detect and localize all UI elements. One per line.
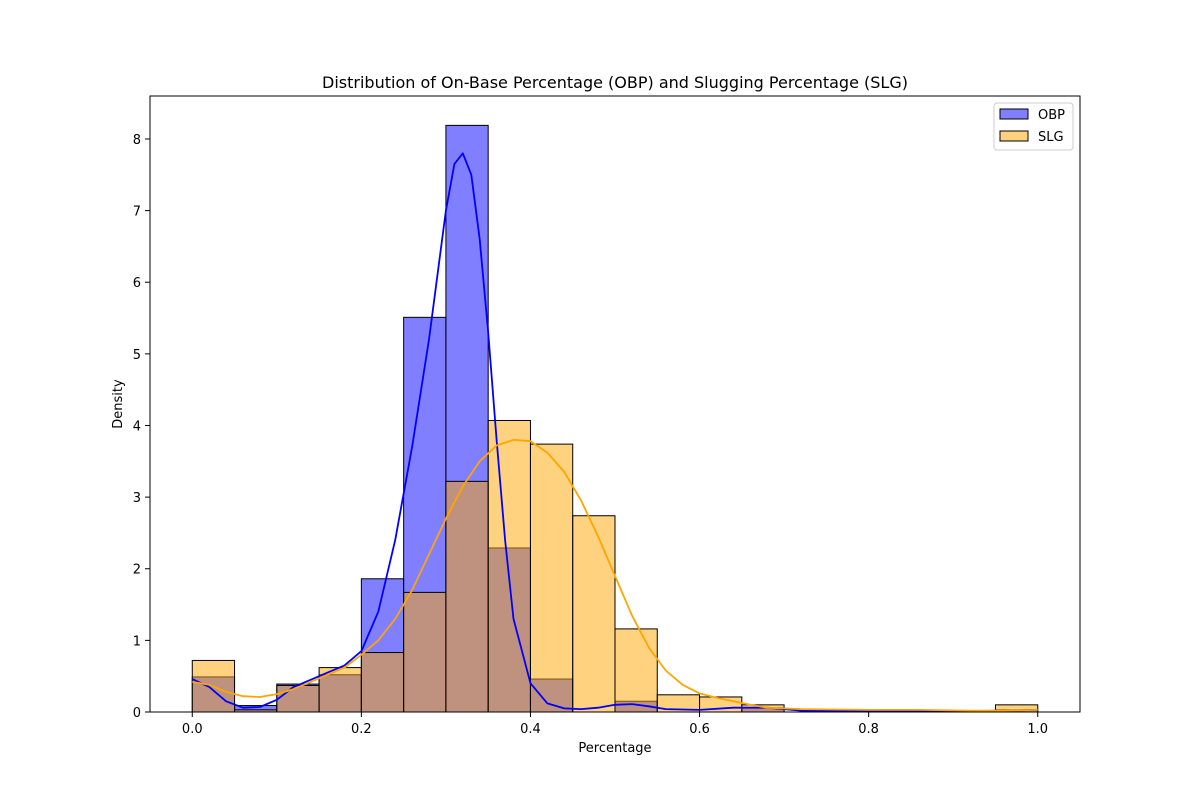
x-tick-label: 0.0 — [182, 722, 203, 737]
plot-frame — [149, 95, 1081, 713]
y-tick-label: 0 — [133, 706, 141, 721]
y-axis-label: Density — [111, 379, 126, 429]
y-tick-label: 4 — [133, 419, 141, 434]
slg-bars — [191, 419, 1039, 713]
legend-label-slg: SLG — [1038, 130, 1064, 145]
slg-bar — [487, 419, 531, 713]
x-tick-label: 1.0 — [1027, 722, 1048, 737]
chart-title: Distribution of On-Base Percentage (OBP)… — [322, 73, 908, 92]
y-tick-label: 8 — [133, 133, 141, 148]
slg-bar — [529, 443, 574, 713]
slg-bar — [360, 652, 405, 713]
x-tick-label: 0.8 — [858, 722, 879, 737]
slg-kde-line — [192, 438, 1038, 712]
legend-swatch-obp — [999, 108, 1029, 120]
slg-bar — [572, 515, 616, 713]
obp-kde-line — [191, 152, 1038, 713]
y-tick-label: 5 — [133, 348, 141, 363]
x-axis-ticks: 0.0 0.2 0.4 0.6 0.8 1.0 — [182, 712, 1048, 737]
y-tick-label: 6 — [133, 276, 141, 291]
x-tick-label: 0.2 — [351, 722, 372, 737]
legend-swatch-slg — [999, 130, 1029, 142]
y-tick-label: 3 — [133, 491, 141, 506]
legend-label-obp: OBP — [1038, 108, 1065, 123]
slg-bar — [403, 591, 447, 713]
slg-bar — [445, 480, 489, 713]
x-tick-label: 0.6 — [689, 722, 710, 737]
y-tick-label: 7 — [133, 205, 141, 220]
slg-bar — [614, 628, 658, 713]
legend: OBP SLG — [993, 102, 1074, 151]
x-tick-label: 0.4 — [520, 722, 541, 737]
y-tick-label: 1 — [133, 634, 141, 649]
slg-bar — [276, 684, 320, 713]
x-axis-label: Percentage — [578, 741, 651, 756]
y-tick-label: 2 — [133, 563, 141, 578]
y-axis-ticks: 0 1 2 3 4 5 6 7 8 — [133, 133, 150, 721]
kde-lines — [191, 152, 1038, 713]
